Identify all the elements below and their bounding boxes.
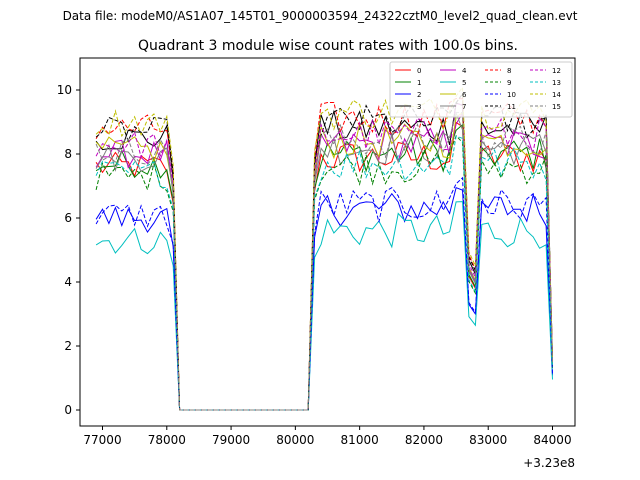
x-tick-label: 83000 <box>469 433 507 447</box>
x-tick-label: 77000 <box>83 433 121 447</box>
series-line-1 <box>95 123 553 411</box>
series-line-7 <box>95 111 553 411</box>
legend-label-13: 13 <box>552 79 561 87</box>
chart-title: Quadrant 3 module wise count rates with … <box>138 38 518 54</box>
series-line-11 <box>95 92 553 411</box>
y-tick-label: 4 <box>64 275 72 289</box>
series-line-13 <box>95 135 553 411</box>
legend-label-8: 8 <box>507 67 511 75</box>
series-line-14 <box>95 85 553 411</box>
x-tick-label: 82000 <box>405 433 443 447</box>
legend-label-5: 5 <box>462 79 466 87</box>
x-offset-label: +3.23e8 <box>523 456 575 470</box>
chart-supertitle: Data file: modeM0/AS1A07_145T01_90000035… <box>63 9 578 23</box>
legend-label-14: 14 <box>552 91 561 99</box>
y-tick-label: 8 <box>64 147 72 161</box>
x-tick-label: 78000 <box>148 433 186 447</box>
y-tick-label: 0 <box>64 403 72 417</box>
series-line-10 <box>95 176 553 411</box>
legend-label-7: 7 <box>462 103 466 111</box>
legend-label-11: 11 <box>507 103 516 111</box>
legend-box <box>389 61 573 118</box>
legend-label-9: 9 <box>507 79 511 87</box>
x-tick-label: 80000 <box>276 433 314 447</box>
y-tick-label: 6 <box>64 211 72 225</box>
y-tick-label: 2 <box>64 339 72 353</box>
legend-label-4: 4 <box>462 67 467 75</box>
series-line-2 <box>95 187 553 411</box>
legend-label-3: 3 <box>417 103 421 111</box>
axes-frame <box>79 57 576 427</box>
series-line-6 <box>95 111 553 411</box>
legend-label-1: 1 <box>417 79 421 87</box>
legend-label-12: 12 <box>552 67 561 75</box>
series-line-12 <box>95 102 553 411</box>
legend-label-2: 2 <box>417 91 421 99</box>
series-line-4 <box>95 111 553 411</box>
x-tick-label: 79000 <box>212 433 250 447</box>
series-line-3 <box>95 102 553 411</box>
plot-area <box>95 85 553 411</box>
x-tick-label: 84000 <box>533 433 571 447</box>
legend-label-10: 10 <box>507 91 516 99</box>
series-line-5 <box>95 201 553 411</box>
axes: 77000 78000 79000 80000 81000 82000 83000 84000… <box>57 57 576 447</box>
legend-label-15: 15 <box>552 103 561 111</box>
legend-label-6: 6 <box>462 91 467 99</box>
y-tick-label: 10 <box>57 83 72 97</box>
legend-label-0: 0 <box>417 67 421 75</box>
series-line-9 <box>95 134 553 411</box>
series-line-15 <box>95 111 553 411</box>
x-tick-label: 81000 <box>341 433 379 447</box>
